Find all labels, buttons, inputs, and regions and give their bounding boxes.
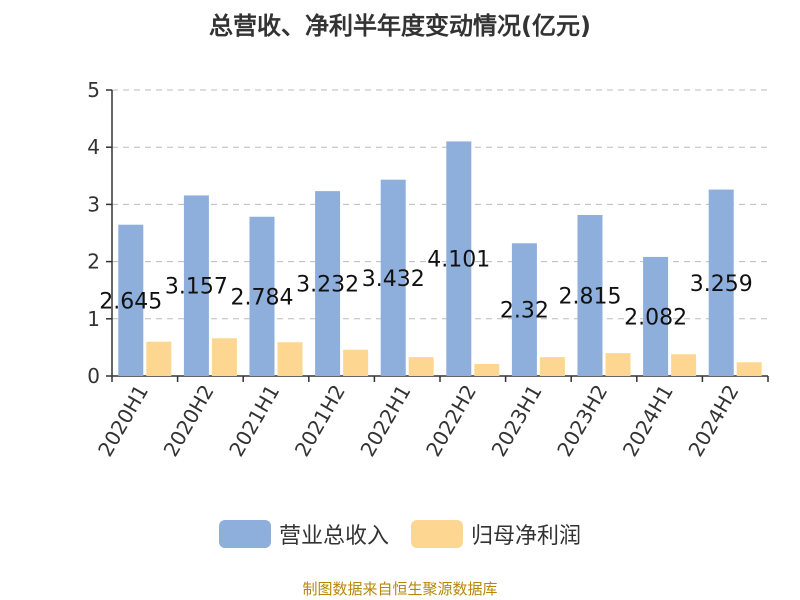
bar-revenue: [183, 195, 209, 376]
data-label-revenue: 2.784: [231, 285, 294, 310]
bar-profit: [146, 341, 172, 376]
data-label-revenue: 3.432: [362, 267, 425, 292]
source-note: 制图数据来自恒生聚源数据库: [302, 580, 498, 598]
data-label-revenue: 2.815: [559, 284, 622, 309]
data-label-revenue: 2.645: [99, 289, 162, 314]
data-label-revenue: 3.259: [690, 272, 753, 297]
legend-label-revenue: 营业总收入: [278, 524, 389, 549]
x-tick-label: 2024H1: [618, 381, 678, 461]
legend-item-profit[interactable]: 归母净利润: [411, 518, 581, 550]
legend-label-profit: 归母净利润: [471, 524, 582, 549]
bar-revenue: [708, 189, 734, 376]
bar-revenue: [249, 216, 275, 376]
chart-title: 总营收、净利半年度变动情况(亿元): [209, 12, 591, 40]
legend-swatch-profit: [411, 520, 463, 548]
bar-profit: [671, 354, 697, 376]
x-tick-label: 2020H1: [93, 381, 153, 461]
x-tick-label: 2022H1: [355, 381, 415, 461]
bar-revenue: [643, 256, 669, 376]
bar-revenue: [577, 214, 603, 376]
data-label-revenue: 3.157: [165, 275, 228, 300]
x-tick-label: 2021H2: [290, 381, 350, 461]
bar-revenue: [511, 243, 537, 376]
y-tick-label: 2: [87, 250, 100, 274]
legend-item-revenue[interactable]: 营业总收入: [218, 518, 389, 550]
x-tick-label: 2020H2: [159, 381, 219, 461]
bar-profit: [408, 357, 434, 376]
bar-profit: [474, 363, 500, 376]
bar-revenue: [446, 141, 472, 376]
bar-revenue: [118, 224, 144, 376]
y-tick-label: 5: [87, 78, 100, 102]
bar-revenue: [315, 191, 341, 376]
bar-profit: [277, 342, 303, 376]
bar-profit: [605, 353, 631, 376]
bar-profit: [736, 362, 762, 376]
legend: 营业总收入 归母净利润: [0, 518, 800, 550]
bar-profit: [211, 338, 237, 376]
x-tick-label: 2024H2: [683, 381, 743, 461]
x-tick-label: 2023H1: [487, 381, 547, 461]
x-tick-label: 2022H2: [421, 381, 481, 461]
x-tick-label: 2023H2: [552, 381, 612, 461]
x-tick-label: 2021H1: [224, 381, 284, 461]
y-tick-label: 1: [87, 307, 100, 331]
data-label-revenue: 4.101: [427, 248, 490, 273]
bar-profit: [539, 357, 565, 376]
data-label-revenue: 2.32: [500, 299, 549, 324]
legend-swatch-revenue: [218, 520, 271, 548]
y-tick-label: 4: [87, 135, 100, 159]
bar-profit: [343, 349, 369, 376]
data-label-revenue: 3.232: [296, 273, 359, 298]
bar-revenue: [380, 179, 406, 376]
y-tick-label: 0: [87, 364, 100, 388]
y-tick-label: 3: [87, 192, 100, 216]
data-label-revenue: 2.082: [624, 305, 687, 330]
